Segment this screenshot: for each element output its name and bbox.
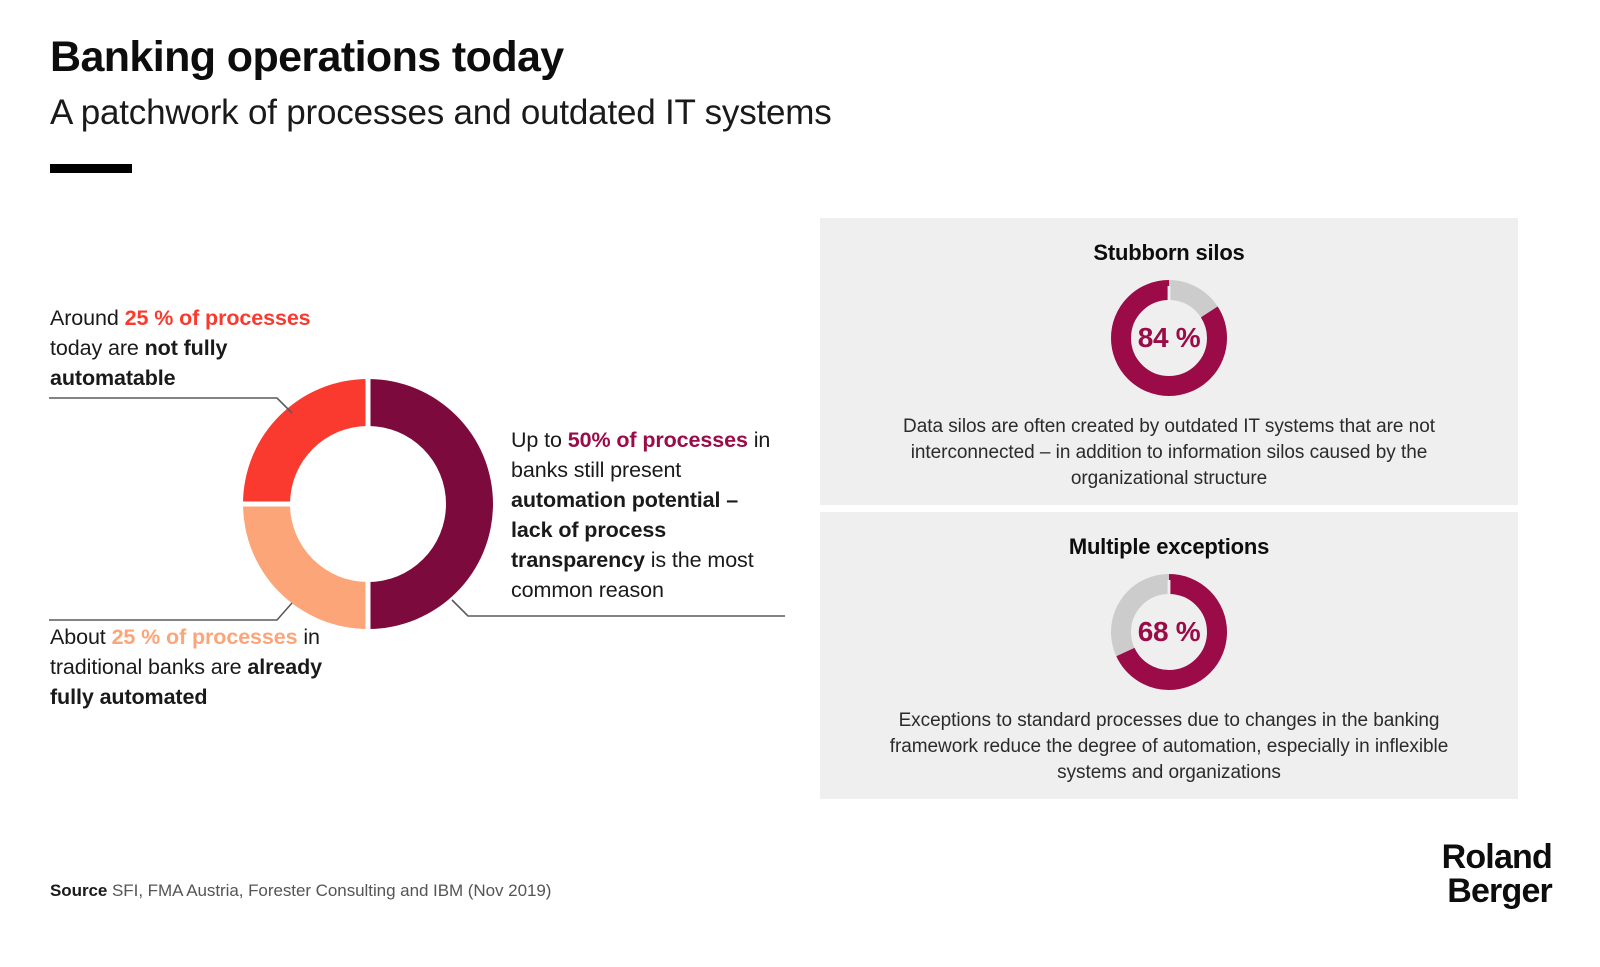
stat-card-title: Stubborn silos bbox=[1093, 240, 1245, 265]
page-title: Banking operations today bbox=[50, 33, 564, 81]
callout-highlight-value: 50% of processes bbox=[567, 428, 748, 452]
stubborn-silos-donut-chart: 84 % bbox=[1109, 278, 1229, 398]
logo-line-1: Roland bbox=[1441, 838, 1553, 876]
logo-line-2: Berger bbox=[1447, 872, 1553, 910]
leader-line-bottom-left bbox=[49, 600, 295, 622]
source-note: Source SFI, FMA Austria, Forester Consul… bbox=[50, 881, 551, 901]
callout-already-automated: About 25 % of processes in traditional b… bbox=[50, 622, 350, 712]
title-underline-rule bbox=[50, 164, 132, 173]
callout-text-middle: in banks still present bbox=[511, 428, 771, 483]
callout-highlight-value: 25 % of processes bbox=[124, 306, 311, 330]
multiple-exceptions-value-label: 68 % bbox=[1137, 616, 1201, 647]
multiple-exceptions-donut-chart: 68 % bbox=[1109, 572, 1229, 692]
callout-text-middle: in traditional banks are bbox=[50, 625, 320, 680]
callout-highlight-value: 25 % of processes bbox=[111, 625, 298, 649]
leader-line-top-left bbox=[49, 392, 295, 414]
page-subtitle: A patchwork of processes and outdated IT… bbox=[50, 93, 832, 133]
stat-card-stubborn-silos: Stubborn silos 84 % Data silos are often… bbox=[820, 218, 1518, 505]
callout-text-prefix: Up to bbox=[511, 428, 568, 452]
callout-automation-potential: Up to 50% of processes in banks still pr… bbox=[511, 425, 783, 606]
stat-card-title: Multiple exceptions bbox=[1068, 534, 1270, 559]
roland-berger-logo: Roland Berger bbox=[1441, 838, 1553, 910]
stubborn-silos-value-label: 84 % bbox=[1137, 322, 1201, 353]
callout-text-bold: not fully automatable bbox=[50, 336, 228, 391]
stat-card-description: Data silos are often created by outdated… bbox=[903, 416, 1435, 490]
slide-header: Banking operations today A patchwork of … bbox=[50, 33, 1150, 134]
callout-text-bold: already fully automated bbox=[50, 655, 322, 710]
leader-line-right bbox=[451, 598, 786, 620]
callout-text-suffix: is the most common reason bbox=[511, 548, 754, 603]
automation-breakdown-section: Around 25 % of processes today are not f… bbox=[49, 303, 786, 712]
callout-text-middle: today are bbox=[50, 336, 145, 361]
automation-donut-chart bbox=[239, 375, 497, 633]
callout-text-prefix: Around bbox=[50, 306, 125, 330]
callout-not-fully-automatable: Around 25 % of processes today are not f… bbox=[50, 303, 340, 393]
callout-text-bold: automation potential – lack of process t… bbox=[511, 488, 739, 573]
source-text: SFI, FMA Austria, Forester Consulting an… bbox=[107, 881, 552, 900]
callout-text-prefix: About bbox=[50, 625, 112, 649]
source-label: Source bbox=[50, 881, 108, 900]
stat-card-multiple-exceptions: Multiple exceptions 68 % Exceptions to s… bbox=[820, 512, 1518, 799]
statistics-cards: Stubborn silos 84 % Data silos are often… bbox=[820, 218, 1518, 799]
stat-card-description: Exceptions to standard processes due to … bbox=[889, 710, 1449, 784]
